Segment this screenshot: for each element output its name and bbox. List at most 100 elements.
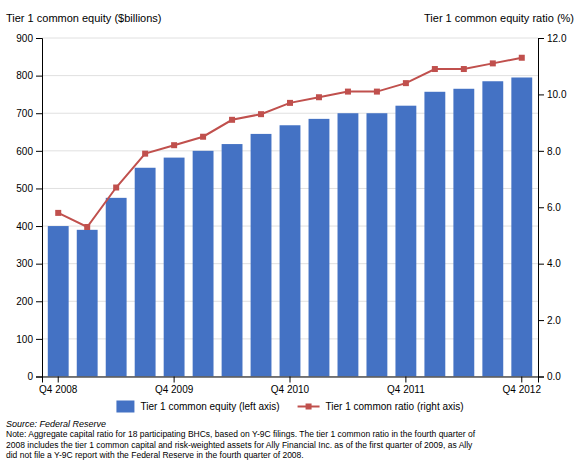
marker <box>142 151 148 157</box>
y2-axis-title: Tier 1 common equity ratio (%) <box>424 12 574 24</box>
y-tick-mark <box>36 226 42 227</box>
y-tick-mark <box>36 38 42 39</box>
x-tick-label: Q4 2012 <box>503 384 542 395</box>
marker <box>113 185 119 191</box>
x-tick-mark <box>58 377 59 383</box>
markers <box>55 55 525 230</box>
bar <box>280 125 301 376</box>
x-tick-label: Q4 2009 <box>155 384 194 395</box>
marker <box>374 89 380 95</box>
marker <box>258 111 264 117</box>
marks <box>48 55 532 377</box>
legend: Tier 1 common equity (left axis) Tier 1 c… <box>116 401 463 413</box>
x-tick: Q4 2008 <box>39 377 78 395</box>
y2-tick: 10.0 <box>538 89 567 100</box>
y-tick: 300 <box>16 258 42 269</box>
marker <box>461 66 467 72</box>
y-tick: 800 <box>16 70 42 81</box>
x-tick-label: Q4 2010 <box>271 384 310 395</box>
grid-line <box>42 75 538 76</box>
y2-tick: 2.0 <box>538 315 561 326</box>
chart: Note: Aggregate capital ratio for 18 par… <box>0 0 580 467</box>
y2-tick-mark <box>538 94 544 95</box>
y2-tick-label: 2.0 <box>547 315 561 326</box>
y2-tick: 0.0 <box>538 371 561 382</box>
note: Note: Aggregate capital ratio for 18 par… <box>6 429 476 460</box>
marker <box>432 66 438 72</box>
y-tick: 600 <box>16 146 42 157</box>
x-tick-mark <box>521 377 522 383</box>
bar <box>395 106 416 377</box>
bar <box>135 168 156 377</box>
source: Source: Federal Reserve <box>6 419 106 429</box>
axis-line <box>539 39 545 378</box>
marker <box>229 117 235 123</box>
y-tick: 900 <box>16 33 42 44</box>
bar <box>164 158 185 377</box>
legend-item: Tier 1 common equity (left axis) <box>116 401 279 413</box>
x-tick-label: Q4 2008 <box>39 384 78 395</box>
y2-tick: 8.0 <box>538 146 561 157</box>
y-tick-mark <box>36 188 42 189</box>
note-line: Note: Aggregate capital ratio for 18 par… <box>6 429 476 439</box>
note-line: did not file a Y-9C report with the Fede… <box>6 450 304 460</box>
legend-item: Tier 1 common ratio (right axis) <box>298 401 464 412</box>
grid-line <box>42 38 538 39</box>
y-tick: 500 <box>16 183 42 194</box>
bar <box>222 144 243 376</box>
bar <box>366 113 387 376</box>
bar <box>309 119 330 377</box>
marker <box>200 134 206 140</box>
marker <box>287 100 293 106</box>
marker <box>171 142 177 148</box>
legend-swatch <box>116 401 134 413</box>
y-tick-mark <box>36 264 42 265</box>
marker <box>403 80 409 86</box>
marker <box>345 89 351 95</box>
y-tick-mark <box>36 301 42 302</box>
y-tick: 200 <box>16 296 42 307</box>
y-tick-mark <box>36 113 42 114</box>
bar <box>424 92 445 377</box>
axis-line <box>43 377 539 383</box>
y-tick-label: 400 <box>16 221 33 232</box>
plot: Q4 2008 Q4 2009 Q4 2010 Q4 2011 Q4 2012 0 100 2… <box>16 33 567 395</box>
marker <box>316 94 322 100</box>
note-line: 2008 includes the tier 1 common capital … <box>6 440 473 450</box>
legend-marker <box>306 404 312 410</box>
x-tick: Q4 2010 <box>271 377 310 395</box>
x-tick-mark <box>290 377 291 383</box>
line <box>58 58 522 227</box>
grid <box>42 38 538 377</box>
y-tick-mark <box>36 377 42 378</box>
marker <box>490 60 496 66</box>
y-tick-mark <box>36 339 42 340</box>
y2-tick: 4.0 <box>538 258 561 269</box>
bar <box>453 89 474 377</box>
bar <box>106 198 127 377</box>
y2-tick-label: 12.0 <box>547 33 567 44</box>
bar <box>511 77 532 376</box>
marker <box>519 55 525 61</box>
bar <box>193 151 214 377</box>
y2-tick-mark <box>538 207 544 208</box>
x-tick-label: Q4 2011 <box>387 384 425 395</box>
y-tick-label: 200 <box>16 296 33 307</box>
y-tick-label: 100 <box>16 334 33 345</box>
y-tick-label: 700 <box>16 108 33 119</box>
y2-tick-label: 0.0 <box>547 371 561 382</box>
legend-label: Tier 1 common ratio (right axis) <box>326 401 464 412</box>
y2-tick-label: 8.0 <box>547 146 561 157</box>
bar <box>251 134 272 377</box>
marker <box>84 224 90 230</box>
y-tick: 0 <box>27 371 42 382</box>
y2-tick-mark <box>538 320 544 321</box>
y2-tick: 12.0 <box>538 33 567 44</box>
y2-axis: 0.0 2.0 4.0 6.0 8.0 10.0 12.0 <box>538 33 567 383</box>
y2-tick: 6.0 <box>538 202 561 213</box>
y-tick-label: 600 <box>16 146 33 157</box>
x-tick: Q4 2011 <box>387 377 425 395</box>
y-tick: 700 <box>16 108 42 119</box>
y-tick-label: 500 <box>16 183 33 194</box>
y2-tick-label: 6.0 <box>547 202 561 213</box>
